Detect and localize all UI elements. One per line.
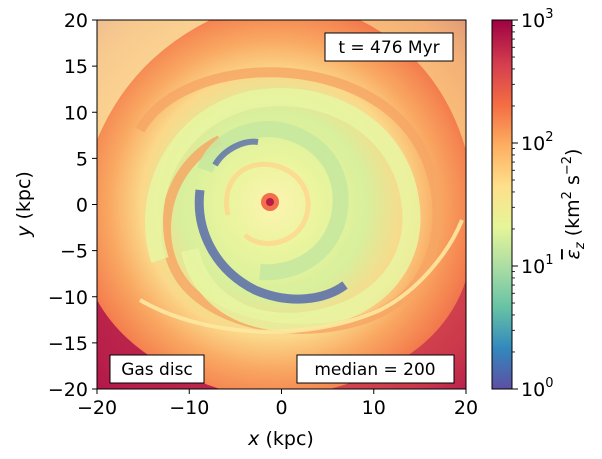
colorbar-frame (491, 19, 513, 390)
colorbar-label: εz (km2 s−2) (560, 149, 588, 260)
outer-region-top-left (97, 20, 210, 140)
x-tick-label: 20 (454, 397, 478, 419)
y-tick-label: −10 (48, 287, 88, 309)
y-axis: 20 15 10 5 0 −5 −10 −15 −20 (48, 10, 97, 401)
colorbar-ticks: 103 102 101 100 (512, 7, 553, 401)
y-axis-label: y (kpc) (13, 171, 35, 238)
colorbar-tick-label: 102 (521, 130, 553, 155)
spiral-arm-inner (197, 121, 349, 281)
x-tick-label: −20 (77, 397, 117, 419)
component-label: Gas disc (121, 360, 193, 380)
y-tick-label: −5 (60, 241, 88, 263)
low-energy-band (194, 189, 348, 304)
y-tick-label: −20 (48, 379, 88, 401)
filament-arc (138, 219, 464, 334)
low-energy-patch (212, 138, 259, 167)
colorbar-tick-label: 101 (521, 253, 553, 278)
x-tick-label: 0 (275, 397, 287, 419)
inner-ring (224, 161, 311, 246)
x-tick-label: −10 (169, 397, 209, 419)
y-tick-label: 15 (64, 56, 88, 78)
colorbar (492, 20, 512, 389)
y-tick-label: 5 (76, 148, 88, 170)
x-axis-label: x (kpc) (247, 428, 314, 450)
spiral-arm-green (145, 88, 421, 331)
x-tick-label: 10 (362, 397, 386, 419)
time-label: t = 476 Myr (338, 38, 439, 58)
y-tick-label: 10 (64, 102, 88, 124)
heatmap-panel (97, 20, 466, 389)
component-annotation: Gas disc (109, 354, 205, 384)
y-tick-label: 20 (64, 10, 88, 32)
time-annotation: t = 476 Myr (324, 32, 454, 62)
colorbar-tick-label: 103 (521, 7, 553, 32)
colorbar-tick-label: 100 (521, 376, 553, 401)
galactic-core (266, 198, 274, 206)
y-tick-label: −15 (48, 333, 88, 355)
x-axis: −20 −10 0 10 20 (77, 389, 478, 419)
y-tick-label: 0 (76, 195, 88, 217)
median-label: median = 200 (314, 360, 435, 380)
median-annotation: median = 200 (296, 354, 455, 384)
